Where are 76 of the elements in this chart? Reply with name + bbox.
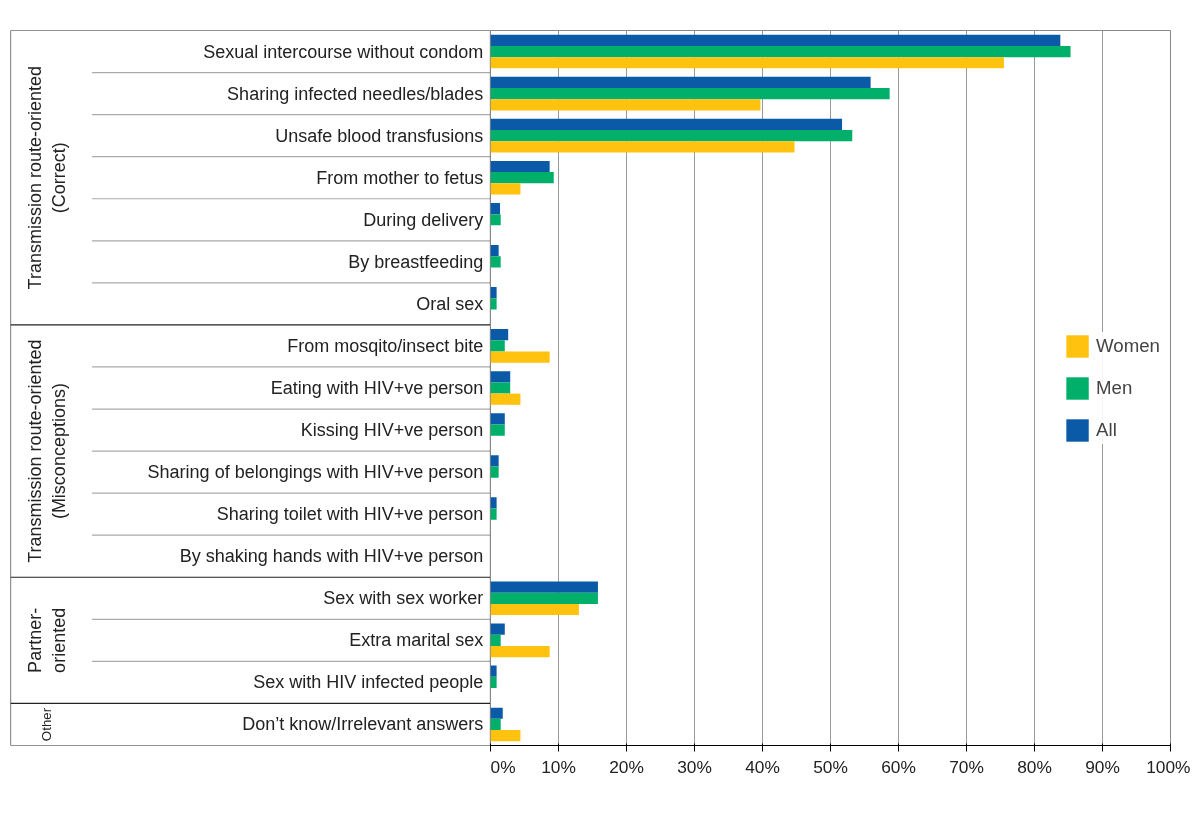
text: Partner- oriented [24,607,69,673]
x-tick-label: 40% [745,756,780,777]
bar [490,413,505,425]
y-tick-label: By shaking hands with HIV+ve person [179,546,484,567]
x-tick-label: 50% [813,756,848,777]
bar [490,340,505,352]
x-tick-label: 60% [881,756,916,777]
y-tick-label: Sharing toilet with HIV+ve person [216,504,484,525]
x-tick-label: 30% [677,756,712,777]
y-tick-label: Extra marital sex [349,630,484,651]
y-tick-label: By breastfeeding [348,251,484,272]
bar [490,256,501,268]
y-tick-label: Sex with HIV infected people [253,672,484,693]
bar [490,466,499,478]
x-tick-label: 20% [609,756,644,777]
bar [490,676,497,689]
text: Transmission route-oriented (Misconceptions) [24,339,69,563]
bar [490,665,497,677]
bar [490,581,598,593]
bar [490,183,521,195]
bar [490,623,505,635]
bar [490,393,521,405]
bar [490,730,521,742]
y-tick-label: From mother to fetus [316,167,484,188]
bar [490,508,497,520]
bar [490,76,871,88]
bar [490,371,511,383]
y-tick-label: Kissing HIV+ve person [300,420,484,441]
bar [490,87,890,100]
bar [490,603,579,616]
bar [490,634,501,646]
x-tick-label: 70% [949,756,984,777]
y-tick-label: Sharing infected needles/blades [227,83,484,104]
bar [490,287,497,299]
legend-label: All [1096,418,1117,441]
x-tick-label: 100% [1146,756,1191,777]
bar [490,245,499,257]
bar [490,118,843,131]
y-tick-label: Oral sex [416,293,484,314]
y-tick-label: From mosqito/insect bite [287,335,484,356]
x-tick-label: 80% [1017,756,1052,777]
y-tick-label: Eating with HIV+ve person [270,378,484,398]
bar [490,455,499,467]
bar [490,202,501,215]
y-tick-label: Sexual intercourse without condom [203,41,484,62]
bar [490,329,509,341]
bar [490,141,795,153]
bar [490,645,550,658]
bar [490,130,853,142]
bar [490,172,554,184]
y-tick-label: Unsafe blood transfusions [275,125,484,146]
bar [490,298,497,310]
bar [490,45,1071,58]
text: Transmission route-oriented (Correct) [24,65,69,290]
x-tick-label: 10% [541,756,576,777]
bar [490,57,1004,69]
bar [490,160,550,173]
legend-label: Men [1096,376,1133,399]
bar [490,707,503,719]
y-tick-label: Sex with sex worker [323,588,484,609]
bar [490,424,505,436]
bar [490,351,550,363]
y-tick-label: During delivery [363,209,484,230]
x-tick-label: 90% [1085,756,1120,777]
y-tick-label: Don’t know/Irrelevant answers [242,714,484,735]
bar [490,382,511,394]
bar [490,34,1061,46]
bar [490,718,501,731]
bar [490,99,761,111]
legend-label: Women [1096,334,1160,357]
text: Other [39,707,54,742]
bar [490,497,497,509]
y-tick-label: Sharing of belongings with HIV+ve person [147,462,484,483]
bar [490,214,501,226]
bar [490,592,598,604]
x-tick-label: 0% [490,756,516,777]
